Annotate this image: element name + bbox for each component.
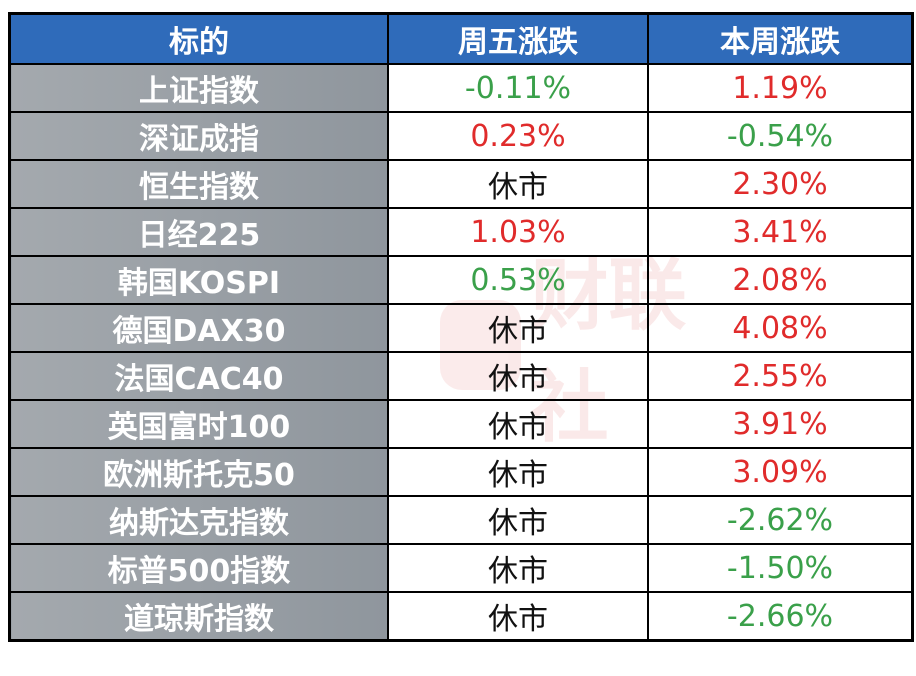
table-row: 韩国KOSPI 0.53% 2.08% — [8, 255, 914, 305]
asset-name: 上证指数 — [8, 63, 389, 113]
asset-name: 德国DAX30 — [8, 303, 389, 353]
asset-name: 英国富时100 — [8, 399, 389, 449]
table-row: 深证成指 0.23% -0.54% — [8, 111, 914, 161]
table-row: 上证指数 -0.11% 1.19% — [8, 63, 914, 113]
table-row: 欧洲斯托克50 休市 3.09% — [8, 447, 914, 497]
table-row: 法国CAC40 休市 2.55% — [8, 351, 914, 401]
week-change: 1.19% — [647, 63, 914, 113]
week-change: 2.08% — [647, 255, 914, 305]
week-change: 2.55% — [647, 351, 914, 401]
header-asset: 标的 — [8, 12, 389, 65]
asset-name: 道琼斯指数 — [8, 591, 389, 642]
friday-change: 0.23% — [387, 111, 649, 161]
week-change: 4.08% — [647, 303, 914, 353]
friday-change: 0.53% — [387, 255, 649, 305]
friday-change: -0.11% — [387, 63, 649, 113]
friday-change: 休市 — [387, 399, 649, 449]
table-row: 恒生指数 休市 2.30% — [8, 159, 914, 209]
asset-name: 纳斯达克指数 — [8, 495, 389, 545]
header-week-change: 本周涨跌 — [647, 12, 914, 65]
table-row: 标普500指数 休市 -1.50% — [8, 543, 914, 593]
week-change: -0.54% — [647, 111, 914, 161]
market-table: 标的 周五涨跌 本周涨跌 上证指数 -0.11% 1.19% 深证成指 0.23… — [8, 12, 914, 642]
asset-name: 欧洲斯托克50 — [8, 447, 389, 497]
asset-name: 法国CAC40 — [8, 351, 389, 401]
asset-name: 恒生指数 — [8, 159, 389, 209]
week-change: 3.91% — [647, 399, 914, 449]
friday-change: 1.03% — [387, 207, 649, 257]
friday-change: 休市 — [387, 447, 649, 497]
week-change: 3.09% — [647, 447, 914, 497]
friday-change: 休市 — [387, 303, 649, 353]
asset-name: 深证成指 — [8, 111, 389, 161]
friday-change: 休市 — [387, 351, 649, 401]
friday-change: 休市 — [387, 159, 649, 209]
asset-name: 韩国KOSPI — [8, 255, 389, 305]
table-row: 日经225 1.03% 3.41% — [8, 207, 914, 257]
friday-change: 休市 — [387, 495, 649, 545]
asset-name: 日经225 — [8, 207, 389, 257]
week-change: -2.62% — [647, 495, 914, 545]
asset-name: 标普500指数 — [8, 543, 389, 593]
week-change: -1.50% — [647, 543, 914, 593]
header-friday-change: 周五涨跌 — [387, 12, 649, 65]
friday-change: 休市 — [387, 543, 649, 593]
table-row: 纳斯达克指数 休市 -2.62% — [8, 495, 914, 545]
table-row: 道琼斯指数 休市 -2.66% — [8, 591, 914, 642]
week-change: -2.66% — [647, 591, 914, 642]
table-row: 英国富时100 休市 3.91% — [8, 399, 914, 449]
table-row: 德国DAX30 休市 4.08% — [8, 303, 914, 353]
header-row: 标的 周五涨跌 本周涨跌 — [8, 12, 914, 65]
week-change: 3.41% — [647, 207, 914, 257]
friday-change: 休市 — [387, 591, 649, 642]
week-change: 2.30% — [647, 159, 914, 209]
